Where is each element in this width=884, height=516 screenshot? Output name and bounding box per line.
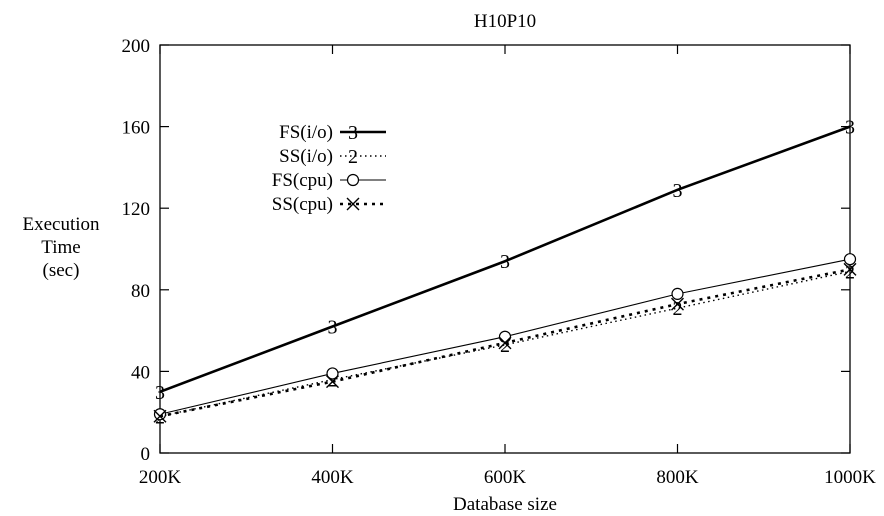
- y-tick-label: 80: [131, 281, 150, 302]
- data-point-cross: [346, 197, 360, 211]
- chart-title: H10P10: [474, 11, 536, 32]
- legend-entry: FS(i/o) 3: [279, 122, 386, 144]
- legend: FS(i/o) 3 SS(i/o) 2 FS(cpu) SS(cpu): [272, 122, 386, 215]
- x-axis-label: Database size: [453, 494, 557, 515]
- y-tick-label: 0: [141, 444, 151, 465]
- data-point-label: 3: [155, 382, 165, 404]
- data-point-label: 2: [673, 298, 683, 320]
- data-point-cross: [843, 262, 857, 276]
- x-tick-label: 1000K: [824, 467, 876, 488]
- legend-label: FS(i/o): [279, 122, 333, 143]
- y-tick-label: 120: [122, 199, 151, 220]
- data-point-circle: [346, 173, 360, 187]
- y-tick-label: 40: [131, 362, 150, 383]
- series-layer: 3333322222: [153, 117, 857, 428]
- legend-label: SS(i/o): [279, 146, 333, 167]
- data-point-label: 3: [673, 180, 683, 202]
- series-line: [159, 125, 851, 394]
- legend-entry: SS(cpu): [272, 194, 386, 215]
- legend-label: FS(cpu): [272, 170, 333, 191]
- data-point-cross: [326, 375, 339, 389]
- series-fs-i-o: 3 3 3 3 3: [155, 117, 855, 404]
- series-ss-i-o: 22222: [155, 261, 855, 428]
- x-tick-label: 600K: [484, 467, 527, 488]
- data-point-circle: [498, 330, 512, 343]
- legend-entry: SS(i/o) 2: [279, 146, 386, 168]
- series-ss-cpu: [153, 262, 857, 423]
- y-tick-label: 200: [122, 36, 151, 57]
- data-point-cross: [498, 336, 512, 350]
- legend-entry: FS(cpu): [272, 170, 386, 191]
- axis-ticks: 0 40 80 120 160 200 200K 400K 600K 800K 1000K: [122, 36, 877, 488]
- data-point-circle: [153, 408, 167, 421]
- y-tick-label: 160: [122, 118, 151, 139]
- data-point-label: 3: [328, 317, 338, 339]
- x-tick-label: 400K: [311, 467, 354, 488]
- data-point-cross: [153, 409, 167, 423]
- x-tick-label: 200K: [139, 467, 182, 488]
- x-tick-label: 800K: [656, 467, 699, 488]
- legend-label: SS(cpu): [272, 194, 333, 215]
- series-fs-cpu: [153, 253, 857, 421]
- y-axis-label-line-3: (sec): [43, 260, 80, 281]
- data-point-circle: [326, 367, 339, 380]
- y-axis-label-line-1: Execution: [22, 214, 100, 235]
- y-axis-label-line-2: Time: [41, 237, 80, 258]
- data-point-label: 2: [500, 335, 510, 357]
- data-point-label: 3: [845, 117, 855, 139]
- data-point-label: 3: [500, 251, 510, 273]
- plot-frame: [159, 44, 851, 454]
- data-point-label: 2: [845, 261, 855, 283]
- data-point-cross: [671, 297, 684, 311]
- data-point-label: 3: [348, 122, 358, 144]
- data-point-label: 2: [348, 146, 358, 168]
- data-point-circle: [671, 287, 684, 300]
- data-point-circle: [843, 253, 857, 266]
